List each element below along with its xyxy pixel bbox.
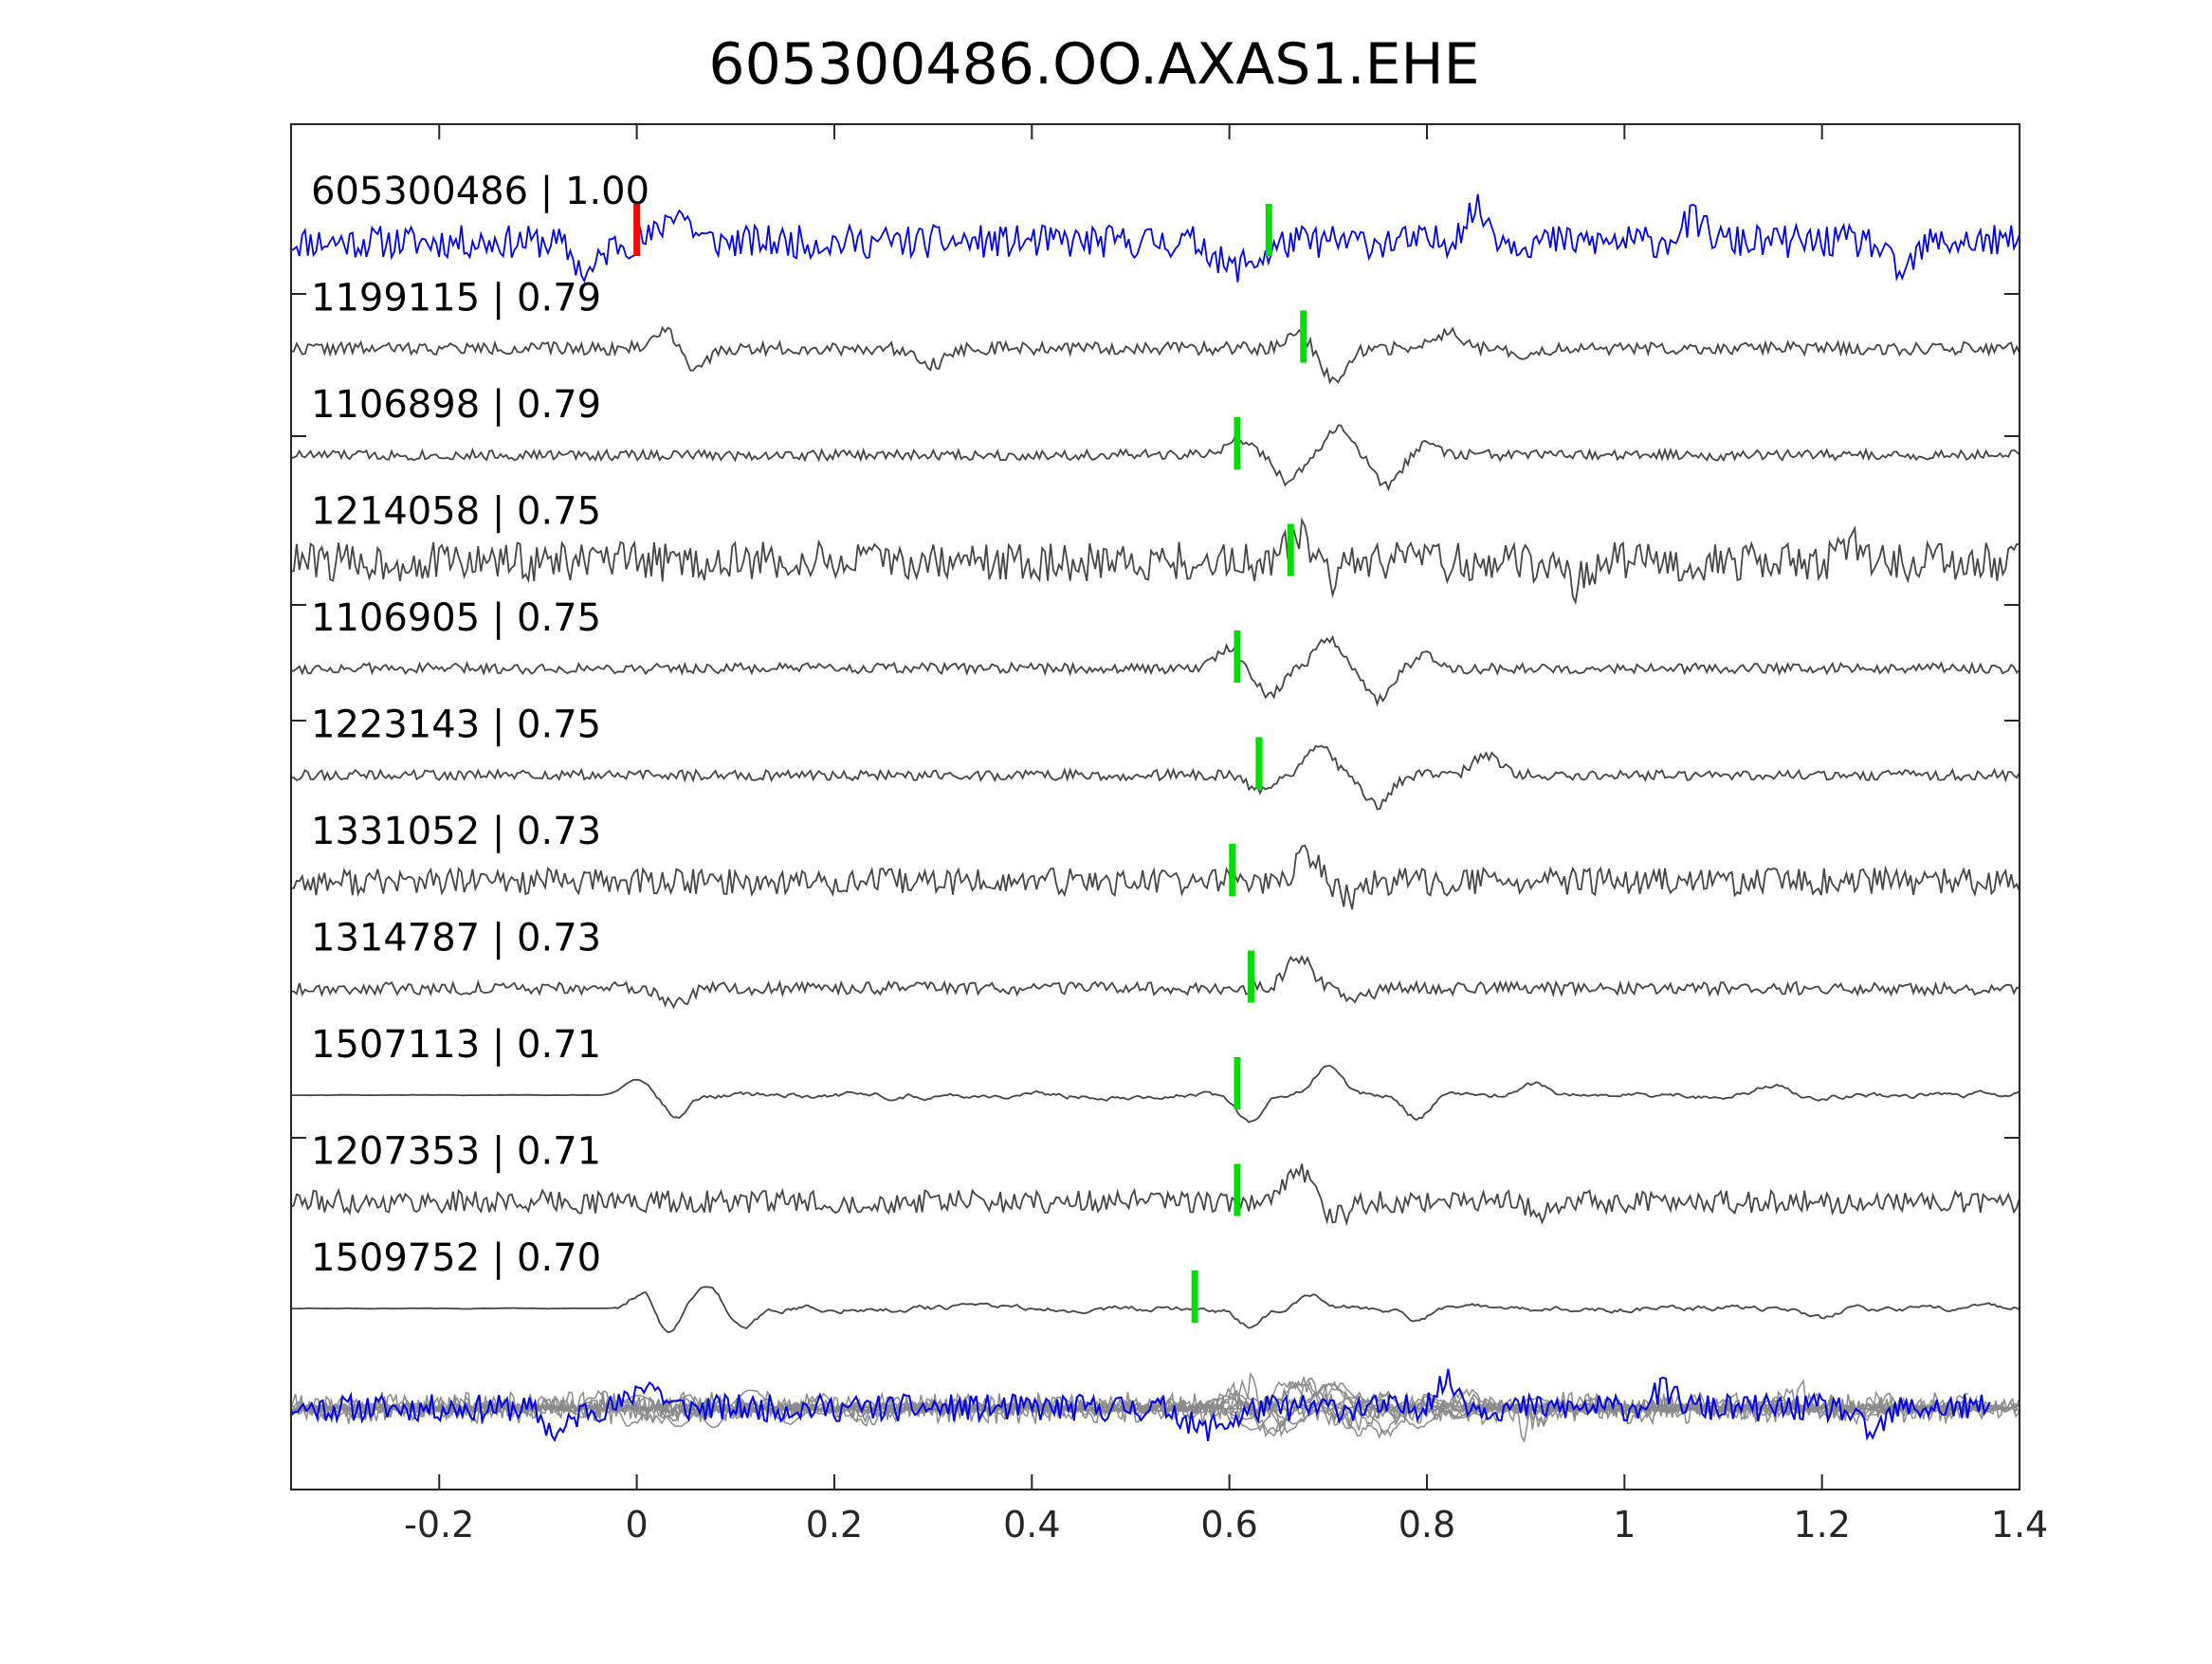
trace-waveform <box>291 1163 2020 1227</box>
template-trace: 605300486 | 1.00 <box>291 170 2020 283</box>
x-tick-label: 0.4 <box>1003 1504 1060 1545</box>
trace-row: 1331052 | 0.73 <box>291 810 2020 910</box>
trace-label: 1106898 | 0.79 <box>311 383 601 427</box>
trace-waveform <box>291 844 2020 910</box>
trace-waveform <box>291 325 2020 385</box>
trace-row: 1106898 | 0.79 <box>291 383 2020 492</box>
trace-row: 1214058 | 0.75 <box>291 490 2020 606</box>
trace-waveform <box>291 517 2020 606</box>
trace-label: 1507113 | 0.71 <box>311 1023 601 1067</box>
trace-row: 1199115 | 0.79 <box>291 277 2020 385</box>
trace-waveform <box>291 634 2020 707</box>
x-tick-label: 1 <box>1613 1504 1636 1545</box>
stack-waveform <box>291 1368 1991 1443</box>
x-axis: -0.2 0 0.2 0.4 0.6 0.8 1 1.2 1.4 <box>291 124 2048 1545</box>
plot-area: 605300486 | 1.00 1199115 | 0.79 1106898 | … <box>291 170 2020 1443</box>
trace-waveform <box>291 954 2020 1010</box>
chart-title: 605300486.OO.AXAS1.EHE <box>708 31 1479 98</box>
plot-frame <box>290 123 2020 1490</box>
x-tick-label: 0.6 <box>1200 1504 1257 1545</box>
trace-label: 1106905 | 0.75 <box>311 596 601 640</box>
trace-waveform <box>291 424 2020 492</box>
x-tick-label: 0 <box>626 1504 649 1545</box>
x-tick-label: -0.2 <box>404 1504 474 1545</box>
trace-row: 1207353 | 0.71 <box>291 1130 2020 1227</box>
trace-label: 1199115 | 0.79 <box>311 277 601 320</box>
x-tick-label: 0.2 <box>806 1504 863 1545</box>
trace-waveform <box>291 744 2020 811</box>
trace-waveform <box>291 1286 2020 1334</box>
trace-row: 1106905 | 0.75 <box>291 596 2020 707</box>
x-tick-label: 0.8 <box>1398 1504 1455 1545</box>
stack-overlay <box>291 1368 2020 1443</box>
trace-row: 1509752 | 0.70 <box>291 1236 2020 1334</box>
trace-row: 1223143 | 0.75 <box>291 704 2020 811</box>
trace-label: 605300486 | 1.00 <box>311 170 649 213</box>
trace-row: 1507113 | 0.71 <box>291 1023 2020 1124</box>
trace-row: 1314787 | 0.73 <box>291 917 2020 1010</box>
trace-label: 1223143 | 0.75 <box>311 704 601 747</box>
trace-waveform <box>291 1064 2020 1124</box>
x-tick-label: 1.4 <box>1991 1504 2048 1545</box>
trace-label: 1509752 | 0.70 <box>311 1236 601 1280</box>
stack-waveform <box>335 1389 2020 1429</box>
template-waveform <box>291 193 2020 283</box>
x-tick-label: 1.2 <box>1793 1504 1850 1545</box>
trace-label: 1331052 | 0.73 <box>311 810 601 853</box>
trace-label: 1214058 | 0.75 <box>311 490 601 534</box>
trace-label: 1207353 | 0.71 <box>311 1130 601 1174</box>
trace-label: 1314787 | 0.73 <box>311 917 601 960</box>
